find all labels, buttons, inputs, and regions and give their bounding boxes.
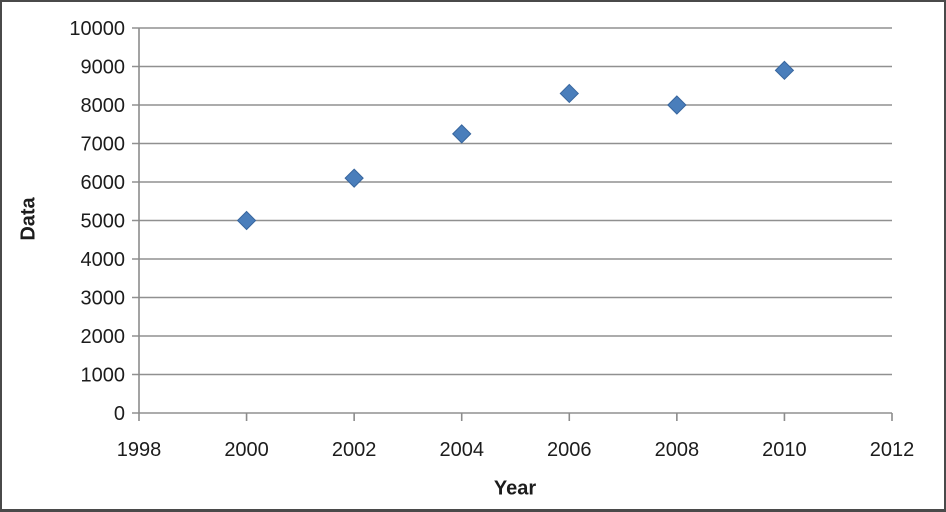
data-point-marker — [774, 60, 795, 81]
x-tick-label: 2004 — [439, 439, 484, 461]
y-tick-label: 10000 — [69, 18, 125, 40]
x-tick-label: 2000 — [224, 439, 269, 461]
data-point-marker — [344, 168, 364, 188]
y-tick-label: 5000 — [81, 211, 126, 233]
y-tick-label: 9000 — [81, 57, 126, 79]
x-tick-label: 2002 — [332, 439, 377, 461]
y-tick-label: 0 — [114, 403, 125, 425]
data-point-marker — [667, 95, 687, 115]
data-point-marker — [236, 210, 257, 231]
x-tick-label: 2008 — [655, 439, 700, 461]
x-tick-label: 2012 — [870, 439, 915, 461]
y-tick-label: 6000 — [81, 172, 126, 194]
y-tick-label: 7000 — [81, 134, 126, 156]
y-tick-label: 4000 — [81, 249, 126, 271]
data-point-marker — [559, 83, 579, 104]
y-tick-label: 8000 — [81, 95, 126, 117]
data-point-marker — [452, 124, 472, 144]
y-tick-label: 1000 — [81, 365, 126, 387]
x-tick-label: 1998 — [117, 439, 162, 461]
x-tick-label: 2010 — [762, 439, 807, 461]
x-axis-title: Year — [493, 477, 537, 500]
x-tick-label: 2006 — [547, 439, 592, 461]
y-axis-title: Data — [17, 197, 40, 241]
y-tick-label: 2000 — [81, 326, 126, 348]
y-tick-label: 3000 — [81, 288, 126, 310]
